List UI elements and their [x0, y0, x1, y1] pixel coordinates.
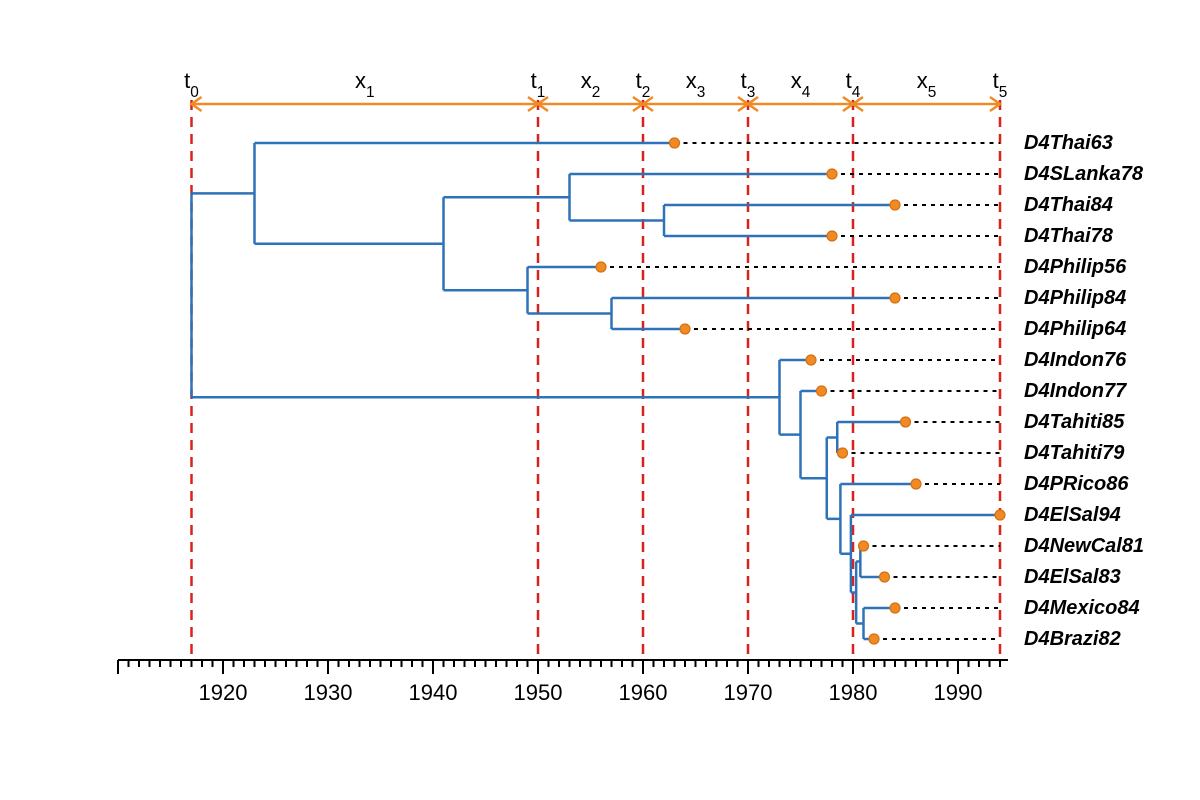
tip-label: D4Mexico84: [1024, 597, 1140, 619]
axis-year-label: 1980: [829, 680, 878, 705]
tip-dot: [859, 541, 869, 551]
axis-year-label: 1950: [514, 680, 563, 705]
tip-label: D4Brazi82: [1024, 628, 1121, 650]
x-label: x2: [581, 68, 601, 101]
axis-year-label: 1920: [199, 680, 248, 705]
axis-year-label: 1940: [409, 680, 458, 705]
tip-label: D4Philip56: [1024, 256, 1127, 278]
axis-year-label: 1960: [619, 680, 668, 705]
t-label: t4: [846, 68, 861, 101]
x-label: x4: [791, 68, 811, 101]
t-label: t1: [531, 68, 546, 101]
tip-label: D4Thai63: [1024, 132, 1113, 154]
tip-dot: [890, 293, 900, 303]
phylogeny-figure: t0 t1 t2 t3 t4 t5 x1 x2 x3 x4 x5 D4Thai63 D4SLanka78…: [0, 0, 1200, 800]
tip-label: D4Thai84: [1024, 194, 1113, 216]
x-label: x5: [917, 68, 937, 101]
tip-dot: [670, 138, 680, 148]
t-label: t2: [636, 68, 651, 101]
t-label: t0: [184, 68, 199, 101]
tip-dot: [901, 417, 911, 427]
t-label: t3: [741, 68, 756, 101]
tip-label: D4SLanka78: [1024, 163, 1144, 185]
tip-dot: [838, 448, 848, 458]
tip-label: D4Thai78: [1024, 225, 1114, 247]
tip-label: D4Tahiti79: [1024, 442, 1125, 464]
tip-dot: [680, 324, 690, 334]
tip-label: D4ElSal94: [1024, 504, 1121, 526]
axis-year-label: 1970: [724, 680, 773, 705]
tip-dot: [890, 200, 900, 210]
tip-dot: [995, 510, 1005, 520]
tip-dot: [827, 231, 837, 241]
tip-dot: [890, 603, 900, 613]
tip-dot: [880, 572, 890, 582]
t-label: t5: [993, 68, 1008, 101]
tip-dot: [869, 634, 879, 644]
tip-dot: [817, 386, 827, 396]
tip-label: D4ElSal83: [1024, 566, 1121, 588]
tip-label: D4NewCal81: [1024, 535, 1144, 557]
axis-year-label: 1930: [304, 680, 353, 705]
tip-dot: [806, 355, 816, 365]
tip-label: D4Indon77: [1024, 380, 1127, 402]
tip-label: D4Tahiti85: [1024, 411, 1125, 433]
tip-dot: [596, 262, 606, 272]
x-label: x3: [686, 68, 706, 101]
tip-label: D4PRico86: [1024, 473, 1129, 495]
tip-dot: [911, 479, 921, 489]
tip-label: D4Philip64: [1024, 318, 1126, 340]
x-label: x1: [355, 68, 375, 101]
axis-year-label: 1990: [934, 680, 983, 705]
tip-label: D4Philip84: [1024, 287, 1126, 309]
tip-label: D4Indon76: [1024, 349, 1127, 371]
tip-dot: [827, 169, 837, 179]
